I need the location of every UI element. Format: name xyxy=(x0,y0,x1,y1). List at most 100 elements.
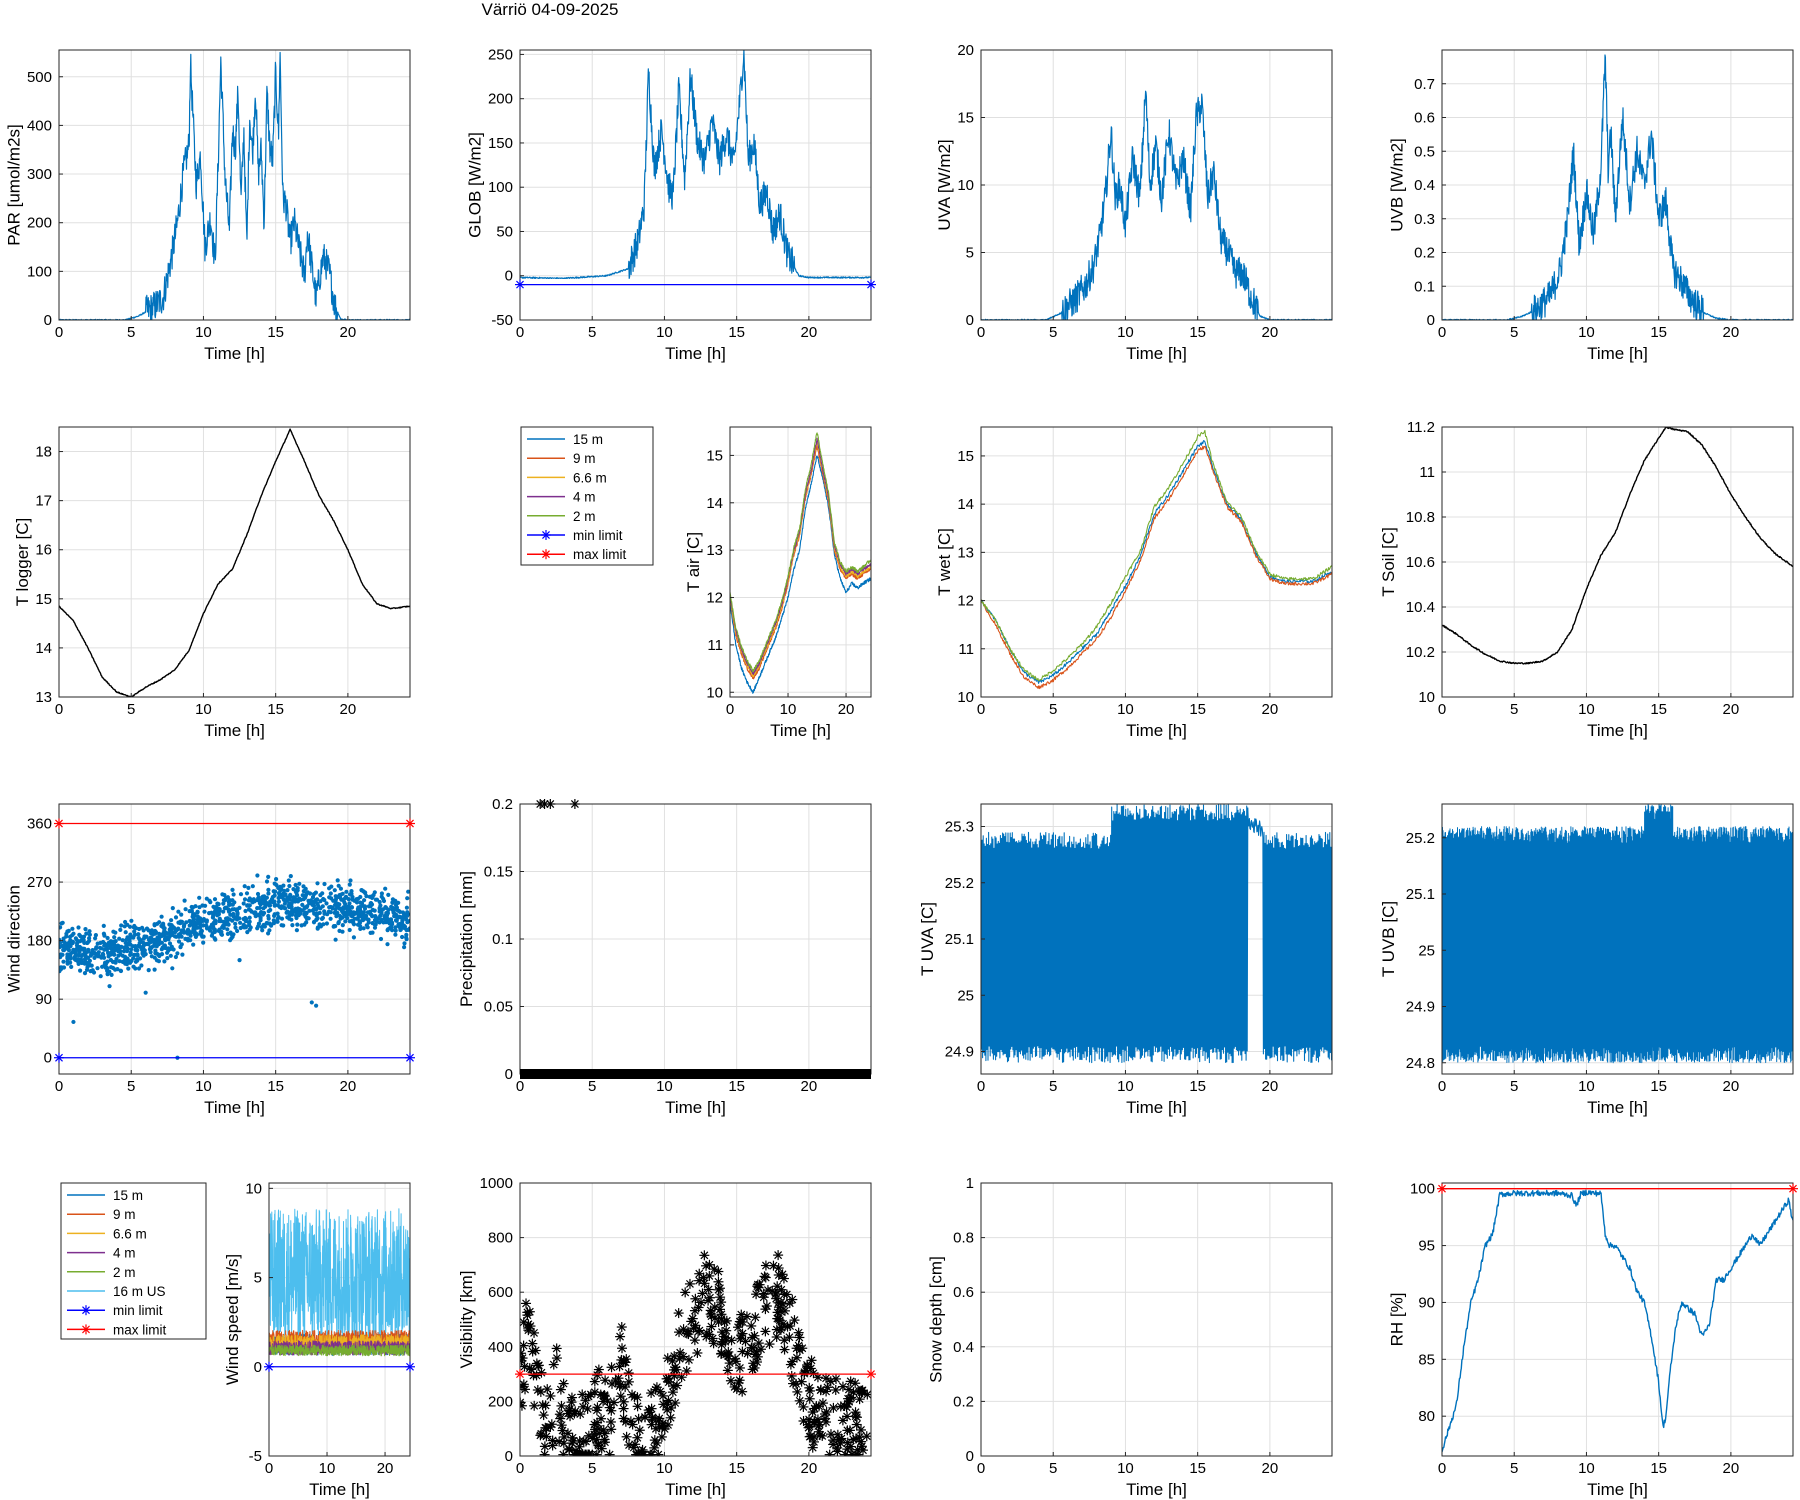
visibility-point xyxy=(591,1405,602,1416)
tair-ytick-label: 11 xyxy=(707,637,723,654)
winddir-point xyxy=(402,945,407,950)
winddir-point xyxy=(144,934,149,939)
winddir-point xyxy=(332,888,337,893)
winddir-point xyxy=(372,890,377,895)
winddir-point xyxy=(167,941,173,946)
winddir-point xyxy=(195,910,200,915)
winddir-point xyxy=(330,905,335,910)
winddir-point xyxy=(133,947,139,952)
tlogger-ytick-label: 14 xyxy=(35,640,52,657)
snow-plot-area xyxy=(981,1183,1332,1456)
winddir-point xyxy=(148,950,153,955)
tair-legend-label: 9 m xyxy=(573,451,596,466)
winddir-point xyxy=(324,901,329,906)
visibility-point xyxy=(808,1436,819,1447)
winddir-point xyxy=(149,939,154,945)
visibility-point xyxy=(772,1313,783,1324)
visibility-point xyxy=(779,1344,790,1355)
visibility-point xyxy=(760,1260,771,1271)
visibility-point xyxy=(670,1397,681,1408)
snow-ylabel: Snow depth [cm] xyxy=(927,1256,946,1383)
rh-axes-box xyxy=(1441,1182,1794,1457)
visibility-point xyxy=(857,1385,868,1396)
rh-axes: 0 5 10 15 20 80 85 90 95 100 Time [h] RH [%] xyxy=(1388,1181,1798,1499)
visibility-point xyxy=(665,1412,676,1423)
winddir-point xyxy=(167,922,172,927)
tair-ytick-label: 15 xyxy=(706,447,723,464)
winddir-point xyxy=(212,910,217,915)
visibility-point xyxy=(599,1391,610,1402)
snow-axes: 0 5 10 15 20 0 0.2 0.4 0.6 0.8 1 Time [h] Snow depth… xyxy=(927,1175,1333,1499)
tsoil-xtick-label: 10 xyxy=(1578,701,1595,718)
winddir-point xyxy=(207,898,212,903)
tuva-ytick-label: 24.9 xyxy=(945,1044,974,1061)
visibility-point xyxy=(682,1326,693,1337)
tlogger-xtick-label: 20 xyxy=(340,701,357,718)
visibility-point xyxy=(713,1284,724,1295)
visibility-point xyxy=(789,1315,800,1326)
winddir-point xyxy=(181,924,186,929)
winddir-point xyxy=(115,943,120,948)
visibility-point xyxy=(716,1309,727,1320)
visibility-point xyxy=(558,1449,569,1456)
winddir-point xyxy=(149,931,154,936)
winddir-point xyxy=(357,920,363,925)
windspeed-xtick-label: 0 xyxy=(265,1460,273,1477)
glob-xtick-label: 15 xyxy=(728,324,745,341)
winddir-point xyxy=(342,912,347,917)
winddir-point xyxy=(159,914,164,919)
winddir-point xyxy=(308,898,314,903)
winddir-point xyxy=(347,919,352,924)
visibility-point xyxy=(856,1424,867,1435)
windspeed-ytick-label: -5 xyxy=(249,1448,262,1465)
visibility-point xyxy=(545,1390,556,1401)
winddir-point xyxy=(337,913,342,918)
visibility-point xyxy=(582,1403,593,1414)
precip-ytick-label: 0.05 xyxy=(484,999,513,1016)
visibility-point xyxy=(709,1264,720,1275)
winddir-point xyxy=(328,891,333,896)
winddir-point xyxy=(294,888,299,893)
winddir-point xyxy=(362,904,368,909)
winddir-point xyxy=(59,925,63,930)
tuvb-ylabel: T UVB [C] xyxy=(1379,901,1398,977)
visibility-point xyxy=(715,1292,726,1303)
winddir-point xyxy=(361,889,366,894)
uvb-ytick-label: 0.2 xyxy=(1414,245,1435,262)
rh-ytick-label: 85 xyxy=(1418,1351,1435,1368)
glob-xtick-label: 20 xyxy=(801,324,818,341)
winddir-point xyxy=(336,883,341,888)
visibility-ytick-label: 800 xyxy=(488,1230,513,1247)
winddir-point xyxy=(243,919,248,924)
rh-ylabel: RH [%] xyxy=(1388,1293,1407,1347)
tlogger-ytick-label: 16 xyxy=(35,542,52,559)
visibility-point xyxy=(758,1292,769,1303)
winddir-point xyxy=(388,917,394,922)
figure-title: Värriö 04-09-2025 xyxy=(481,0,619,19)
winddir-point xyxy=(289,917,294,922)
visibility-point xyxy=(522,1310,533,1321)
winddir-point xyxy=(219,932,224,937)
winddir-point xyxy=(333,937,338,942)
par-xtick-label: 10 xyxy=(195,324,212,341)
winddir-point xyxy=(102,943,107,948)
snow-xtick-label: 5 xyxy=(1049,1460,1057,1477)
rh-xlabel: Time [h] xyxy=(1587,1480,1648,1499)
winddir-point xyxy=(283,906,288,911)
winddir-point xyxy=(85,940,90,946)
visibility-point xyxy=(824,1449,835,1456)
winddir-point xyxy=(84,967,90,972)
tuvb-xlabel: Time [h] xyxy=(1587,1098,1648,1117)
visibility-point xyxy=(659,1423,670,1434)
visibility-point xyxy=(697,1288,708,1299)
glob-xtick-label: 10 xyxy=(656,324,673,341)
uvb-xtick-label: 20 xyxy=(1723,324,1740,341)
winddir-point xyxy=(255,891,261,897)
winddir-point xyxy=(276,899,281,904)
visibility-ytick-label: 1000 xyxy=(480,1175,513,1192)
winddir-point xyxy=(355,906,360,912)
tuvb-xtick-label: 10 xyxy=(1578,1078,1595,1095)
tuvb-ytick-label: 25 xyxy=(1418,942,1435,959)
winddir-point xyxy=(304,905,309,910)
